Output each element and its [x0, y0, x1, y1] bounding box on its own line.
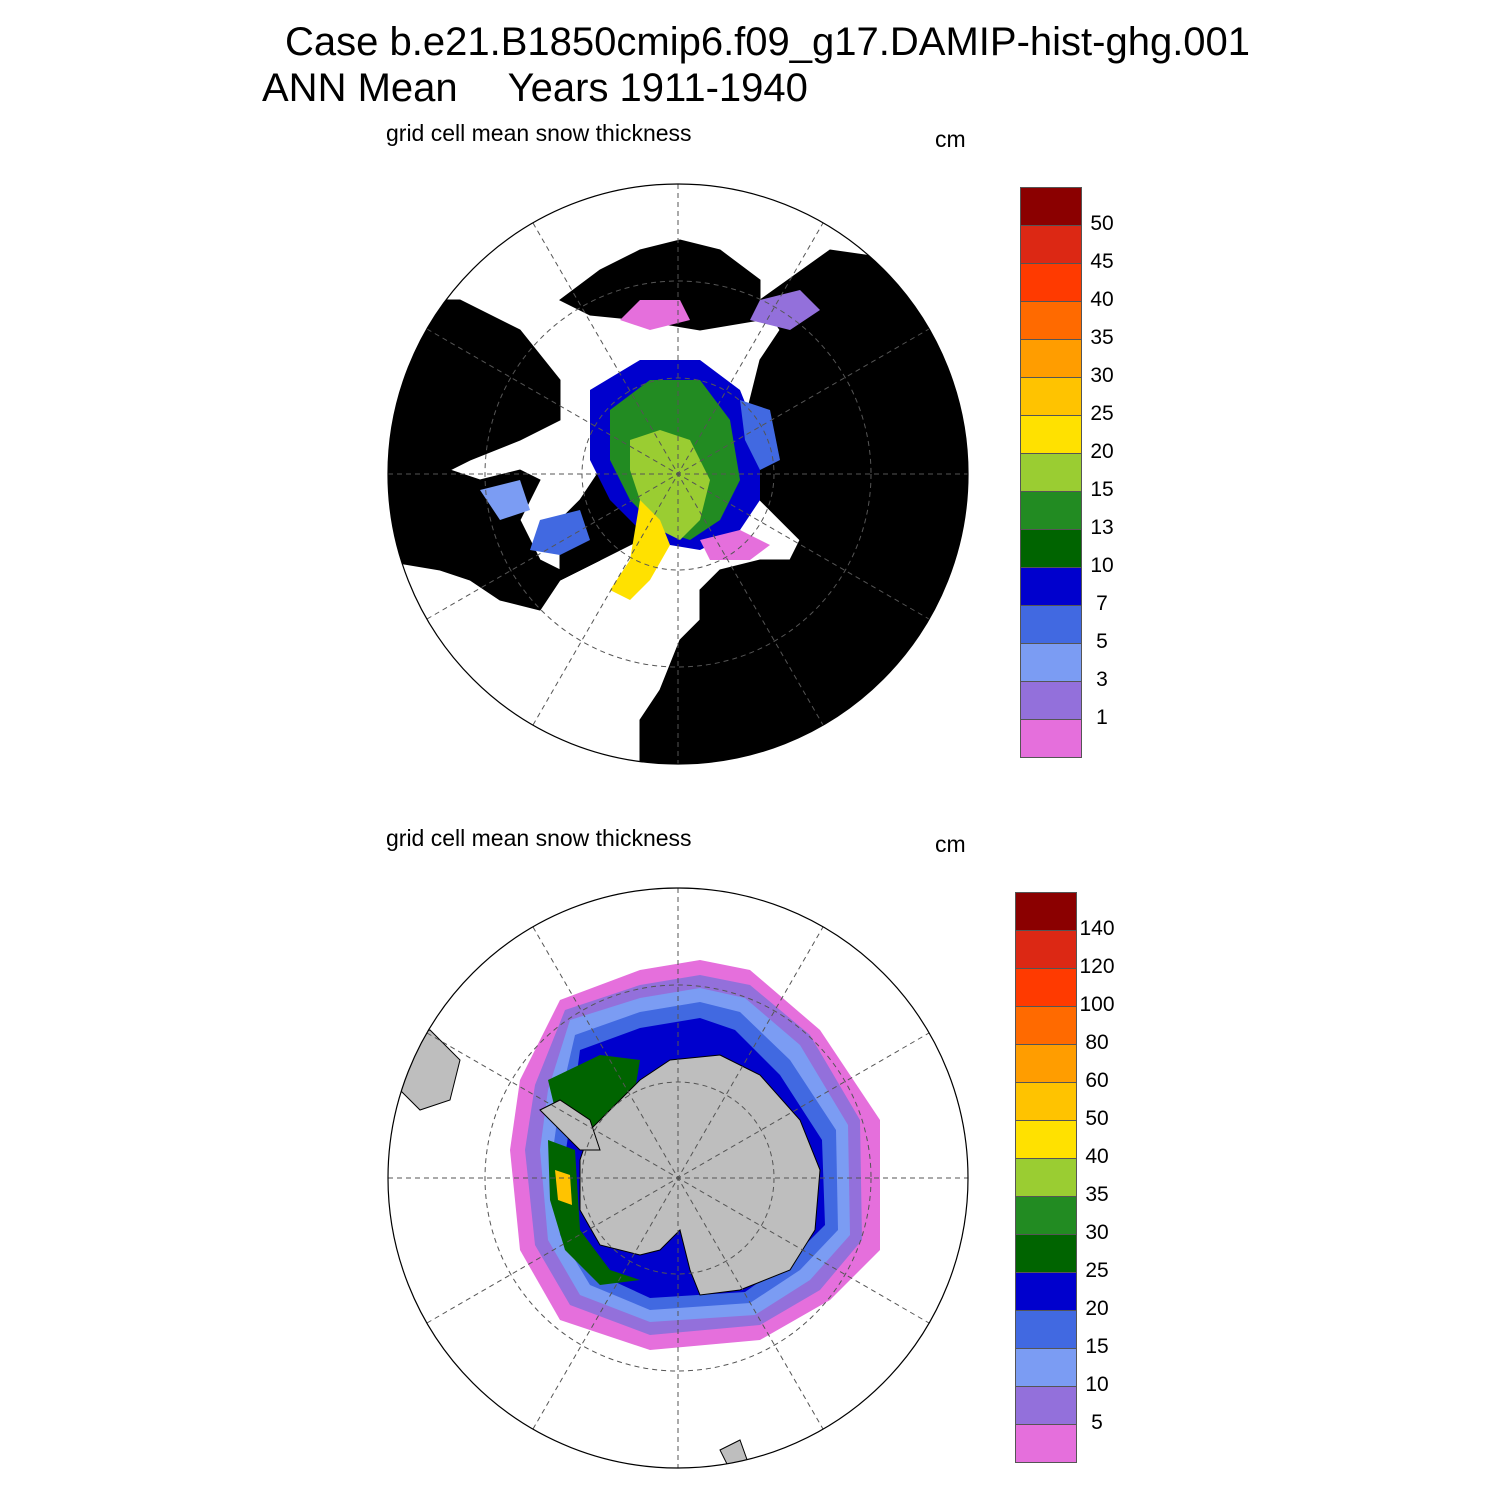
south-colorbar-tick-label: 140	[1079, 917, 1115, 940]
south-colorbar-swatch	[1015, 1120, 1077, 1159]
south-colorbar-swatch	[1015, 1196, 1077, 1235]
south-colorbar-swatch	[1015, 1082, 1077, 1121]
south-colorbar-tick-label: 10	[1085, 1373, 1109, 1396]
figure-title-case: Case b.e21.B1850cmip6.f09_g17.DAMIP-hist…	[285, 20, 1251, 64]
north-colorbar-tick-label: 35	[1090, 326, 1114, 349]
north-colorbar-swatch	[1020, 453, 1082, 492]
south-colorbar-tick-label: 20	[1085, 1297, 1109, 1320]
south-polar-map	[387, 887, 969, 1469]
south-colorbar-tick-label: 15	[1085, 1335, 1109, 1358]
north-colorbar-swatch	[1020, 567, 1082, 606]
south-colorbar-swatch	[1015, 1272, 1077, 1311]
north-colorbar-tick-label: 1	[1096, 706, 1108, 729]
north-colorbar-swatch	[1020, 605, 1082, 644]
south-colorbar-tick-label: 80	[1085, 1031, 1109, 1054]
south-panel-units: cm	[935, 831, 966, 857]
north-colorbar-tick-label: 15	[1090, 478, 1114, 501]
south-colorbar-swatch	[1015, 1234, 1077, 1273]
south-colorbar-tick-label: 25	[1085, 1259, 1109, 1282]
south-colorbar-swatch	[1015, 1006, 1077, 1045]
north-map-border	[387, 183, 969, 765]
south-colorbar-tick-label: 120	[1079, 955, 1115, 978]
north-colorbar-tick-label: 13	[1090, 516, 1114, 539]
north-colorbar-swatch	[1020, 491, 1082, 530]
south-graticule	[388, 888, 968, 1468]
figure-title-period: ANN Mean Years 1911-1940	[262, 66, 808, 111]
north-panel-units: cm	[935, 126, 966, 152]
north-colorbar-tick-label: 50	[1090, 212, 1114, 235]
north-colorbar-swatch	[1020, 339, 1082, 378]
north-colorbar-swatch	[1020, 719, 1082, 758]
south-colorbar-swatch	[1015, 1348, 1077, 1387]
south-colorbar-tick-label: 60	[1085, 1069, 1109, 1092]
north-colorbar-tick-label: 30	[1090, 364, 1114, 387]
north-colorbar-swatch	[1020, 263, 1082, 302]
south-colorbar-swatch	[1015, 1424, 1077, 1463]
north-colorbar-tick-label: 7	[1096, 592, 1108, 615]
north-colorbar-swatch	[1020, 529, 1082, 568]
south-colorbar-tick-label: 35	[1085, 1183, 1109, 1206]
north-colorbar-swatch	[1020, 225, 1082, 264]
south-colorbar-swatch	[1015, 1310, 1077, 1349]
years-label: Years 1911-1940	[507, 66, 808, 110]
north-colorbar-tick-label: 5	[1096, 630, 1108, 653]
north-colorbar-swatch	[1020, 643, 1082, 682]
north-land	[388, 239, 968, 764]
north-colorbar-tick-label: 3	[1096, 668, 1108, 691]
mean-label: ANN Mean	[262, 66, 458, 110]
south-colorbar-swatch	[1015, 968, 1077, 1007]
south-colorbar-swatch	[1015, 1158, 1077, 1197]
north-polar-map	[387, 183, 969, 765]
south-colorbar-tick-label: 50	[1085, 1107, 1109, 1130]
north-colorbar-swatch	[1020, 681, 1082, 720]
south-colorbar-swatch	[1015, 892, 1077, 931]
north-colorbar-swatch	[1020, 301, 1082, 340]
south-colorbar-swatch	[1015, 1386, 1077, 1425]
north-colorbar-swatch	[1020, 415, 1082, 454]
north-panel-title: grid cell mean snow thickness	[386, 120, 692, 146]
north-colorbar-tick-label: 20	[1090, 440, 1114, 463]
north-colorbar-swatch	[1020, 187, 1082, 226]
north-colorbar-swatch	[1020, 377, 1082, 416]
north-colorbar-tick-label: 10	[1090, 554, 1114, 577]
south-colorbar-swatch	[1015, 930, 1077, 969]
north-snow-field	[480, 290, 820, 600]
south-colorbar-tick-label: 100	[1079, 993, 1115, 1016]
north-graticule	[388, 184, 968, 764]
north-colorbar-tick-label: 25	[1090, 402, 1114, 425]
south-panel-title: grid cell mean snow thickness	[386, 825, 692, 851]
south-map-border	[387, 887, 969, 1469]
south-colorbar-tick-label: 40	[1085, 1145, 1109, 1168]
south-colorbar-tick-label: 30	[1085, 1221, 1109, 1244]
south-colorbar-swatch	[1015, 1044, 1077, 1083]
north-colorbar-tick-label: 40	[1090, 288, 1114, 311]
north-colorbar-tick-label: 45	[1090, 250, 1114, 273]
south-colorbar-tick-label: 5	[1091, 1411, 1103, 1434]
